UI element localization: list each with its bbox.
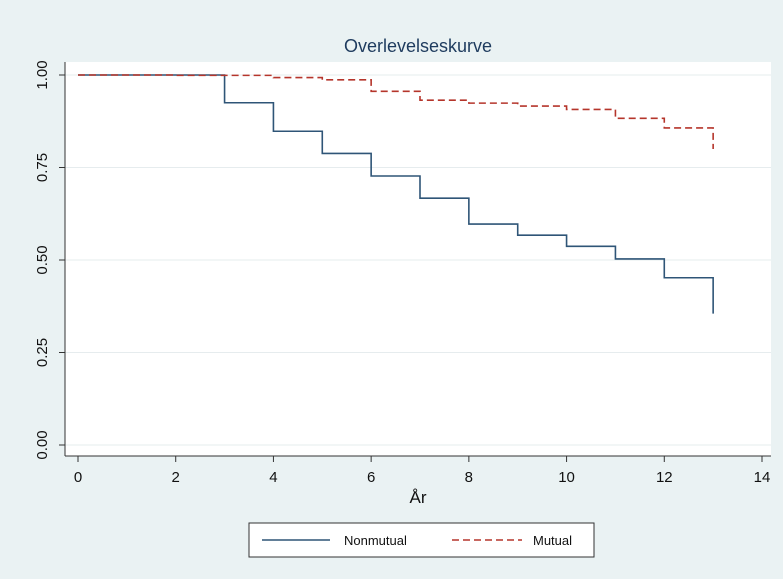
series-line-mutual [78, 74, 714, 149]
chart-title: Overlevelseskurve [344, 36, 492, 56]
legend-label-nonmutual: Nonmutual [344, 533, 407, 548]
x-tick-label: 6 [367, 469, 375, 486]
x-tick-label: 12 [656, 469, 673, 486]
x-tick-label: 10 [558, 469, 575, 486]
x-axis-label: År [410, 488, 427, 507]
plot-area [65, 62, 771, 456]
axes: 0.00 0.25 0.50 0.75 1.00 0 2 4 6 8 10 12 14 [34, 60, 771, 486]
legend: Nonmutual Mutual [248, 522, 595, 558]
x-tick-label: 8 [465, 469, 473, 486]
y-tick-label: 0.50 [34, 245, 51, 274]
y-tick-label: 0.75 [34, 153, 51, 182]
series-line-nonmutual [78, 74, 714, 314]
y-tick-label: 0.25 [34, 338, 51, 367]
y-tick-label: 0.00 [34, 430, 51, 459]
x-tick-label: 2 [172, 469, 180, 486]
y-tick-label: 1.00 [34, 60, 51, 89]
legend-label-mutual: Mutual [533, 533, 572, 548]
x-tick-label: 4 [269, 469, 277, 486]
series-layer [78, 74, 714, 314]
x-tick-label: 14 [754, 469, 771, 486]
x-tick-label: 0 [74, 469, 82, 486]
